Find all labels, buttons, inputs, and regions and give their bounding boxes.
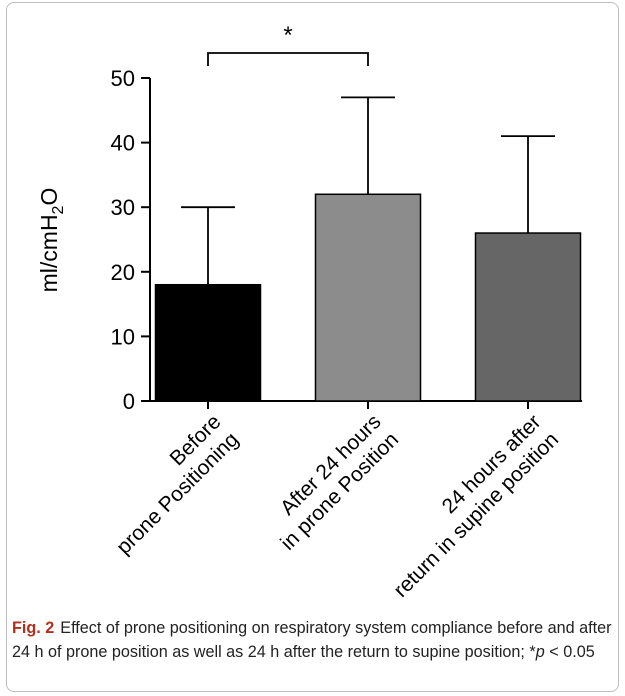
figure-frame [6, 2, 619, 692]
figure-label: Fig. 2 [12, 619, 55, 637]
y-tick-label: 30 [111, 195, 135, 220]
y-tick-label: 50 [111, 66, 135, 91]
bar [474, 232, 582, 402]
caption-p-symbol: p [535, 642, 545, 661]
bar [314, 193, 422, 402]
bar-chart: 0 10 20 30 40 50 ml/cmH2O Beforeprone Positioni… [36, 22, 582, 602]
y-tick-label: 10 [111, 324, 135, 349]
x-tick-label: 24 hours afterreturn in supine position [372, 410, 564, 602]
figure-caption: Fig. 2 Effect of prone positioning on res… [12, 617, 612, 664]
y-tick-label: 0 [123, 389, 135, 414]
significance-bracket [207, 52, 369, 66]
caption-text-tail: < 0.05 [544, 642, 595, 661]
x-tick-label: Beforeprone Positioning [95, 410, 244, 559]
y-tick-label: 20 [111, 260, 135, 285]
y-axis-label: ml/cmH2O [36, 188, 67, 293]
bar [154, 283, 262, 402]
x-tick-label: After 24 hoursin prone Position [259, 410, 404, 555]
y-tick-label: 40 [111, 131, 135, 156]
significance-label: * [283, 22, 292, 49]
caption-text: Effect of prone positioning on respirato… [12, 619, 612, 661]
